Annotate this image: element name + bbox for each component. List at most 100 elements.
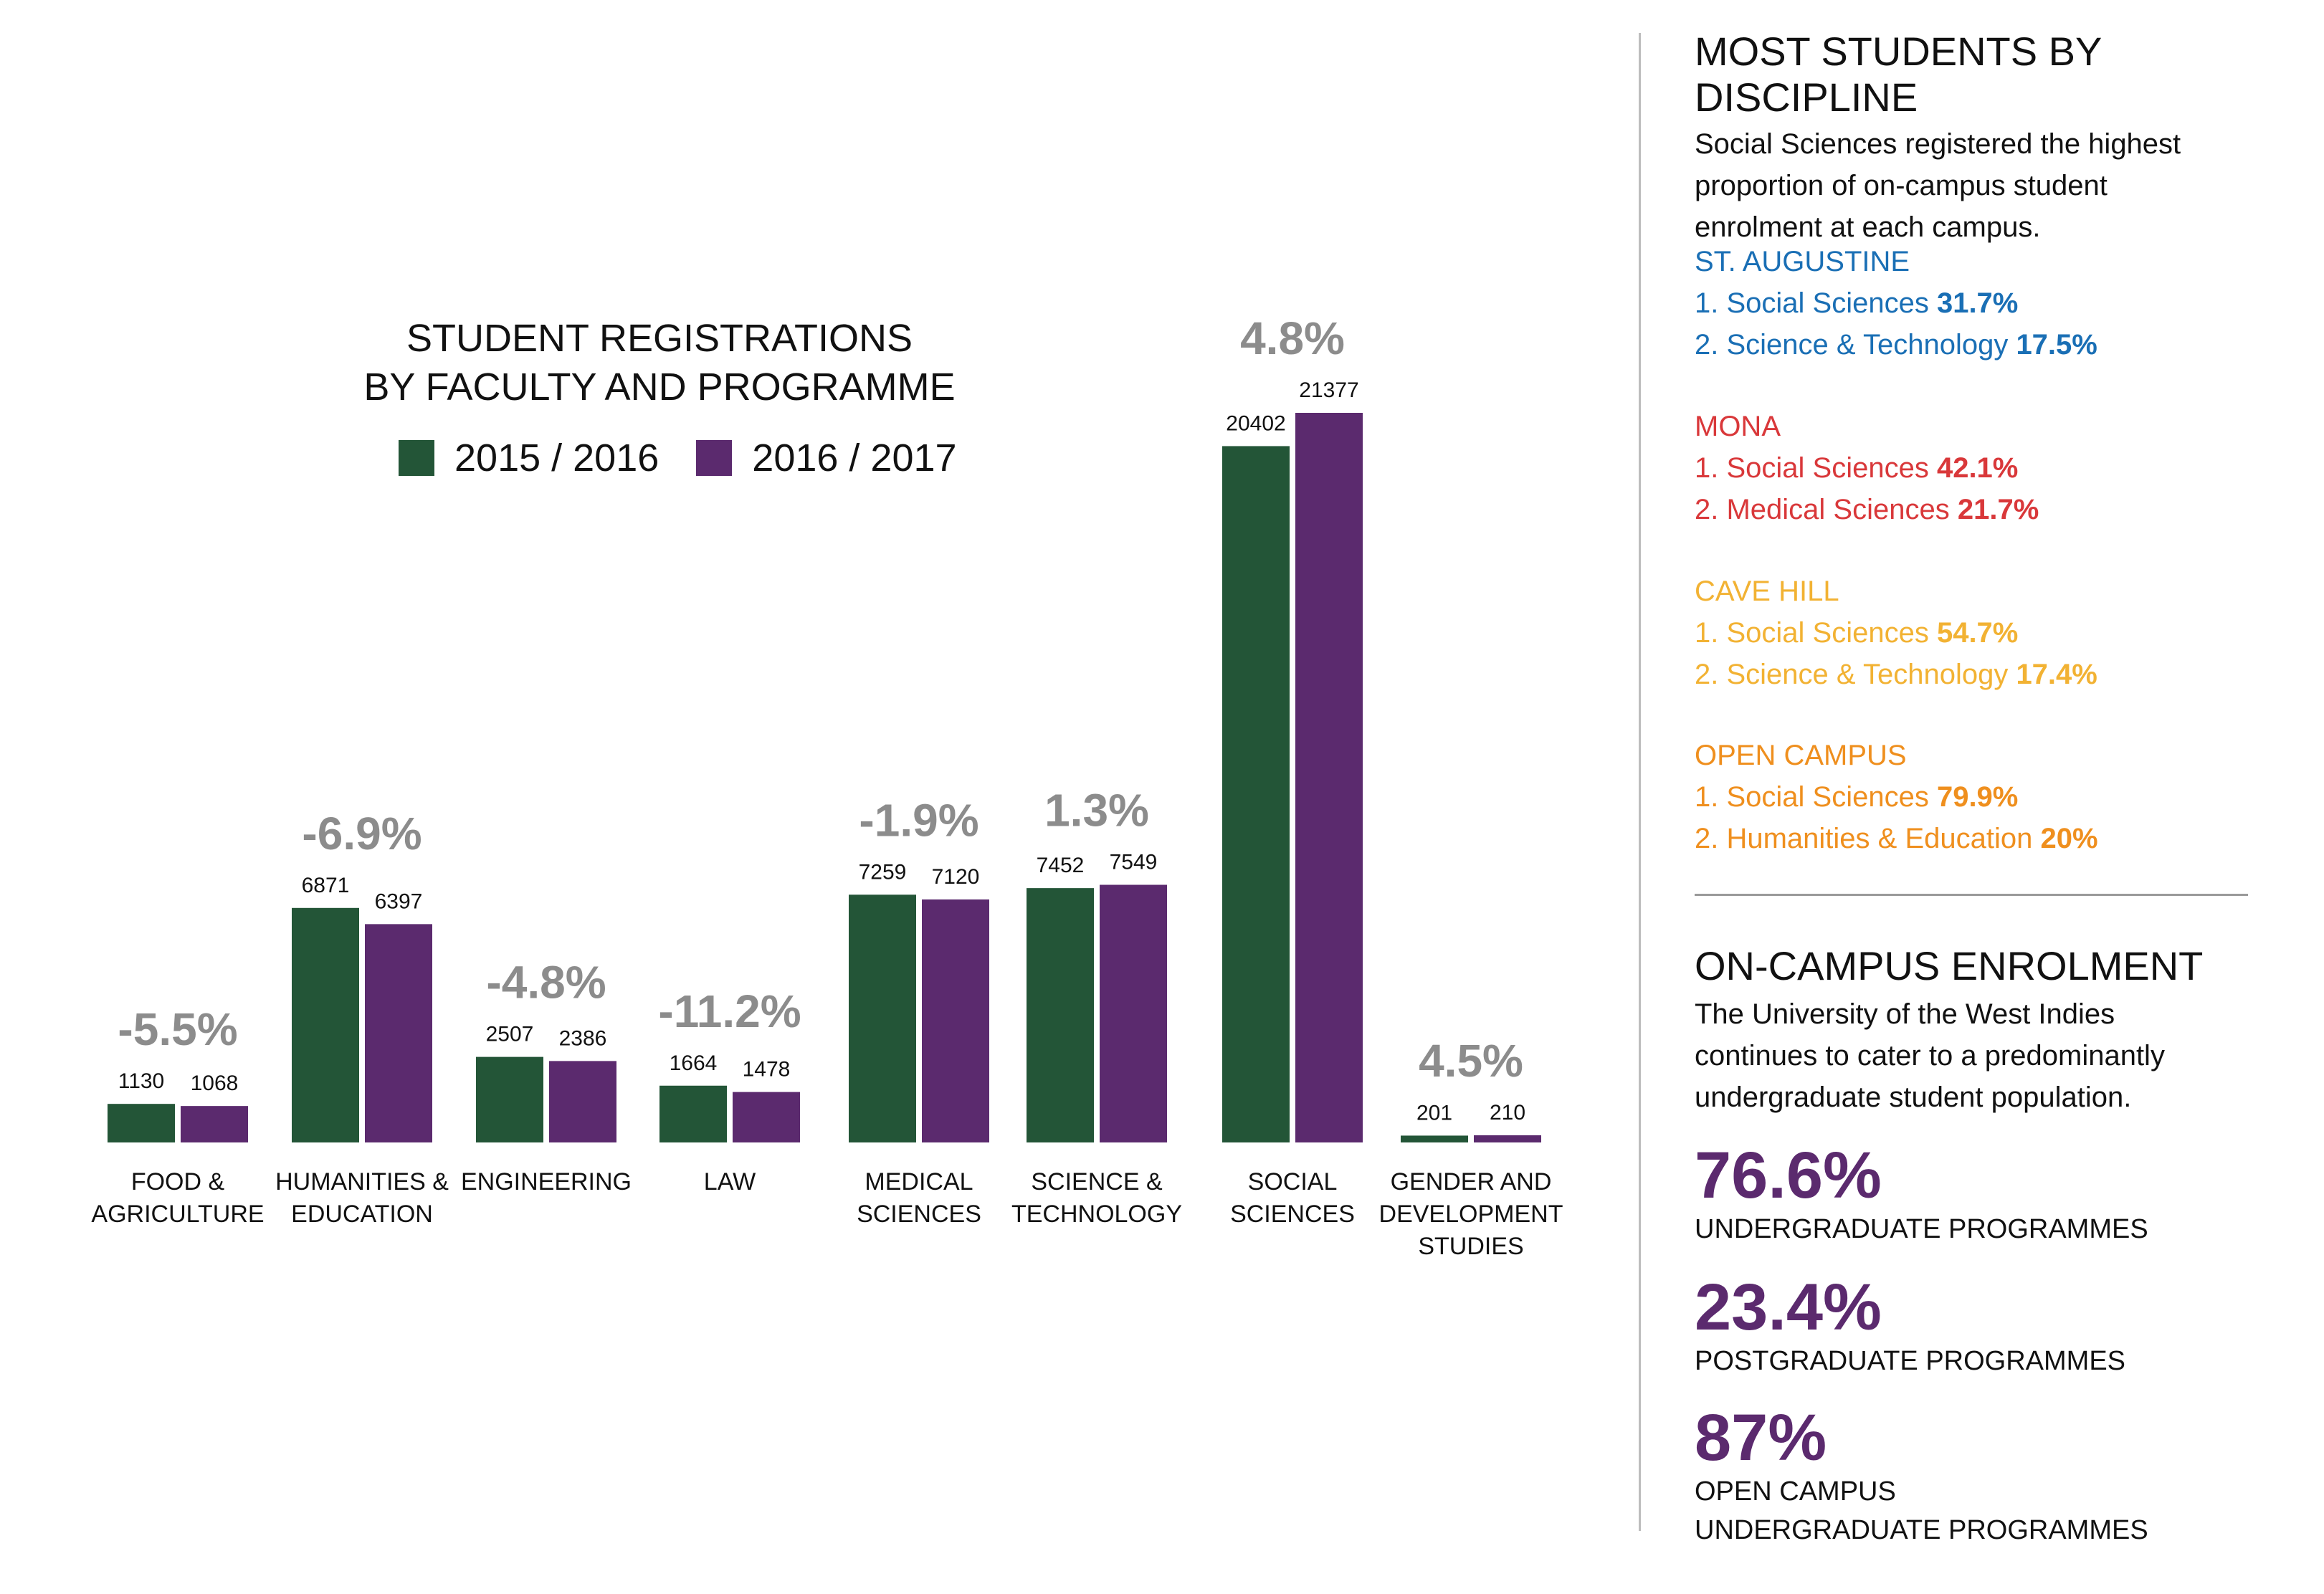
discipline-section: MOST STUDENTS BY DISCIPLINE Social Scien… <box>1695 29 2311 248</box>
campus-discipline-item: 1. Social Sciences 42.1% <box>1695 447 2039 489</box>
data-label: 21377 <box>1299 378 1358 402</box>
category-label: AGRICULTURE <box>91 1201 264 1228</box>
stat-value: 76.6% <box>1695 1139 1882 1212</box>
chart-title-line-1: STUDENT REGISTRATIONS <box>406 317 913 360</box>
stat-caption: POSTGRADUATE PROGRAMMES <box>1695 1346 2126 1376</box>
campus-discipline-item: 2. Science & Technology 17.5% <box>1695 324 2097 366</box>
category-label: ENGINEERING <box>461 1168 632 1196</box>
campus-name: MONA <box>1695 411 1781 442</box>
chart-legend: 2015 / 2016 2016 / 2017 <box>399 436 994 480</box>
category-label: TECHNOLOGY <box>1011 1201 1182 1228</box>
bar <box>108 1104 175 1142</box>
stat-undergraduate: 76.6% UNDERGRADUATE PROGRAMMES <box>1695 1141 2311 1249</box>
campus-name: CAVE HILL <box>1695 576 1839 607</box>
discipline-intro-line: Social Sciences registered the highest <box>1695 128 2181 160</box>
campus-block: CAVE HILL 1. Social Sciences 54.7% 2. Scie… <box>1695 571 2097 695</box>
bar <box>1295 413 1363 1142</box>
enrolment-heading: ON-CAMPUS ENROLMENT <box>1695 943 2204 988</box>
discipline-percent: 79.9% <box>1936 781 2019 813</box>
bar <box>549 1061 616 1142</box>
campus-name: OPEN CAMPUS <box>1695 740 1907 771</box>
stat-caption: UNDERGRADUATE PROGRAMMES <box>1695 1214 2148 1244</box>
data-label: 1068 <box>191 1072 239 1095</box>
bar <box>1401 1135 1468 1142</box>
discipline-label: 1. Social Sciences <box>1695 452 1937 484</box>
discipline-label: 2. Humanities & Education <box>1695 823 2041 854</box>
bar <box>849 894 916 1142</box>
stat-caption: UNDERGRADUATE PROGRAMMES <box>1695 1515 2148 1545</box>
bar <box>1222 446 1290 1142</box>
discipline-percent: 54.7% <box>1936 617 2019 649</box>
change-label: -6.9% <box>302 808 422 859</box>
change-label: 4.8% <box>1240 312 1345 364</box>
change-label: -1.9% <box>859 794 978 846</box>
change-label: 1.3% <box>1044 785 1149 836</box>
discipline-percent: 20% <box>2040 823 2098 854</box>
bar <box>733 1092 800 1142</box>
data-label: 6871 <box>302 874 350 897</box>
data-label: 7549 <box>1110 851 1158 874</box>
legend-label: 2016 / 2017 <box>752 436 957 479</box>
discipline-label: 2. Science & Technology <box>1695 659 2016 690</box>
data-label: 20402 <box>1226 411 1285 435</box>
category-label: EDUCATION <box>291 1201 433 1228</box>
bar <box>1100 884 1167 1142</box>
category-label: SCIENCES <box>857 1201 981 1228</box>
chart-title: STUDENT REGISTRATIONS BY FACULTY AND PRO… <box>301 314 1018 411</box>
category-label: LAW <box>704 1168 756 1196</box>
campus-block: ST. AUGUSTINE 1. Social Sciences 31.7% 2. … <box>1695 241 2097 366</box>
legend-swatch-purple <box>696 440 733 476</box>
campus-discipline-item: 2. Medical Sciences 21.7% <box>1695 489 2039 530</box>
discipline-percent: 42.1% <box>1936 452 2019 484</box>
legend-swatch-green <box>399 440 434 476</box>
change-label: -11.2% <box>658 985 801 1037</box>
data-label: 1664 <box>670 1051 718 1075</box>
category-label: HUMANITIES & <box>275 1168 449 1196</box>
discipline-percent: 21.7% <box>1957 494 2039 525</box>
category-label: SOCIAL <box>1248 1168 1338 1196</box>
bar <box>292 907 359 1142</box>
legend-label: 2015 / 2016 <box>454 436 659 479</box>
campus-block: OPEN CAMPUS 1. Social Sciences 79.9% 2. Hu… <box>1695 735 2098 859</box>
campus-discipline-item: 1. Social Sciences 79.9% <box>1695 776 2098 818</box>
discipline-intro-line: enrolment at each campus. <box>1695 211 2041 243</box>
stat-value: 23.4% <box>1695 1271 1882 1344</box>
campus-block: MONA 1. Social Sciences 42.1% 2. Medical S… <box>1695 406 2039 530</box>
campus-discipline-item: 1. Social Sciences 54.7% <box>1695 612 2097 654</box>
change-label: -4.8% <box>486 957 606 1008</box>
data-label: 2507 <box>486 1023 534 1046</box>
legend-item-2016-2017: 2016 / 2017 <box>696 436 957 480</box>
bar <box>181 1106 248 1142</box>
enrolment-section: ON-CAMPUS ENROLMENT The University of th… <box>1695 943 2311 1118</box>
bar <box>659 1085 727 1142</box>
category-label: MEDICAL <box>865 1168 973 1196</box>
discipline-label: 1. Social Sciences <box>1695 781 1937 813</box>
discipline-percent: 17.4% <box>2016 659 2097 690</box>
enrolment-intro-line: undergraduate student population. <box>1695 1082 2132 1113</box>
discipline-intro: Social Sciences registered the highest p… <box>1695 123 2311 248</box>
category-label: GENDER AND <box>1391 1168 1552 1196</box>
data-label: 7120 <box>932 865 980 889</box>
category-label: SCIENCES <box>1230 1201 1355 1228</box>
data-label: 2386 <box>559 1026 607 1050</box>
change-label: -5.5% <box>118 1003 237 1055</box>
discipline-heading: MOST STUDENTS BY DISCIPLINE <box>1695 29 2102 120</box>
data-label: 6397 <box>375 889 423 913</box>
data-label: 7259 <box>859 860 907 884</box>
campus-discipline-item: 2. Humanities & Education 20% <box>1695 818 2098 859</box>
bar <box>1027 888 1094 1142</box>
discipline-label: 1. Social Sciences <box>1695 617 1937 649</box>
discipline-label: 2. Medical Sciences <box>1695 494 1958 525</box>
bar <box>365 924 432 1142</box>
discipline-label: 2. Science & Technology <box>1695 329 2016 361</box>
data-label: 201 <box>1416 1101 1452 1125</box>
discipline-intro-line: proportion of on-campus student <box>1695 170 2108 201</box>
change-label: 4.5% <box>1419 1035 1523 1087</box>
bar <box>476 1056 543 1142</box>
discipline-label: 1. Social Sciences <box>1695 287 1937 319</box>
stat-postgraduate: 23.4% POSTGRADUATE PROGRAMMES <box>1695 1273 2311 1380</box>
stat-caption: OPEN CAMPUS <box>1695 1476 1896 1507</box>
bar <box>922 899 989 1142</box>
category-label: FOOD & <box>131 1168 225 1196</box>
